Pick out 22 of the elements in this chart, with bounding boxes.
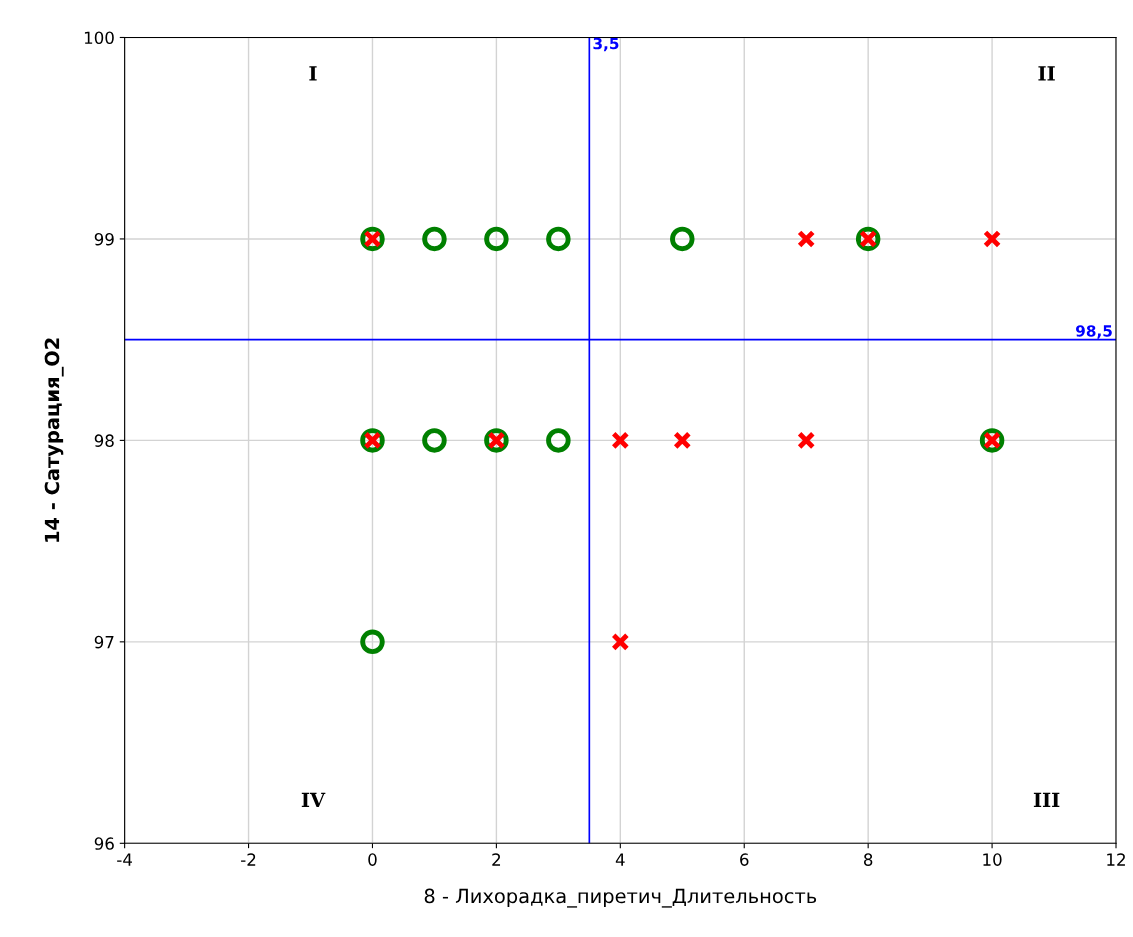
x-tick-label: -2 xyxy=(241,853,256,866)
x-axis-title: 8 - Лихорадка_пиретич_Длительность xyxy=(424,888,817,908)
y-axis-title: 14 - Сатурация_O2 xyxy=(44,338,64,542)
x-tick-label: -4 xyxy=(117,853,132,866)
x-tick-label: 6 xyxy=(740,853,749,866)
annotation: III xyxy=(1033,792,1060,808)
x-tick-label: 12 xyxy=(1107,853,1125,866)
y-tick-label: 96 xyxy=(94,837,114,850)
ref-line-label: 3,5 xyxy=(593,37,619,52)
x-tick-label: 2 xyxy=(492,853,501,866)
x-tick-label: 0 xyxy=(368,853,377,866)
x-tick-label: 4 xyxy=(615,853,625,866)
y-tick-label: 97 xyxy=(94,635,114,649)
annotation: II xyxy=(1038,66,1055,81)
x-tick-label: 10 xyxy=(983,853,1002,866)
y-tick-label: 99 xyxy=(94,232,114,246)
y-tick-label: 98 xyxy=(94,434,114,447)
y-tick-label: 100 xyxy=(84,31,114,45)
ref-line-label: 98,5 xyxy=(1076,325,1112,339)
annotation: I xyxy=(309,66,317,81)
x-tick-label: 8 xyxy=(863,853,873,866)
annotation: IV xyxy=(301,792,326,808)
